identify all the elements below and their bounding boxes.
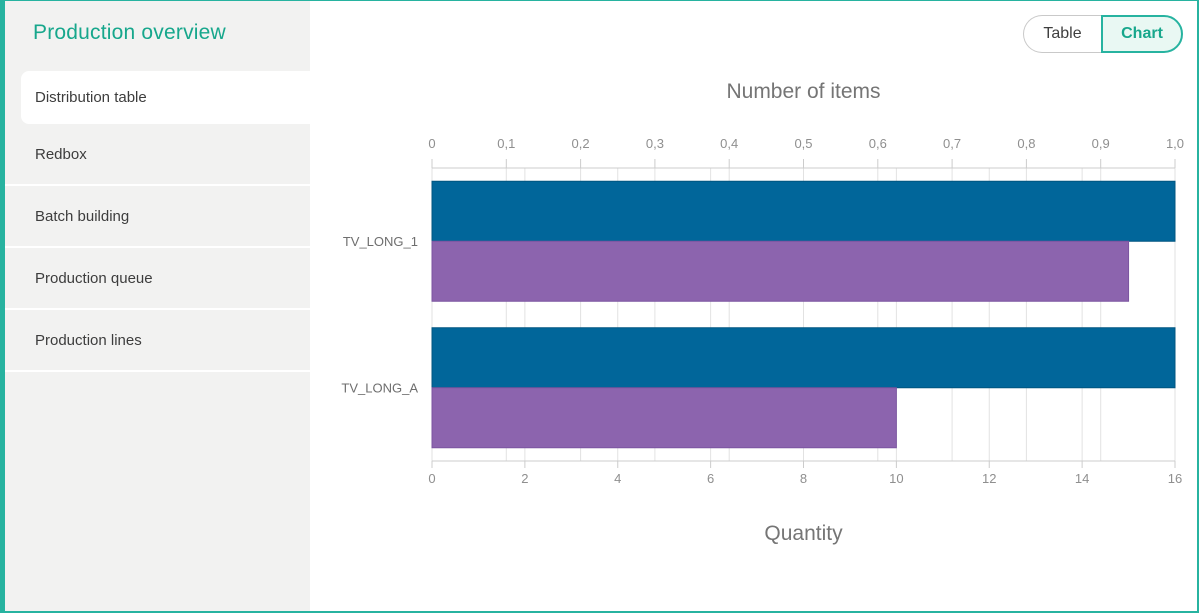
bar-segment-number-of-items[interactable] [431,327,1176,389]
bar-chart: 0 0,1 0,2 0,3 0,4 0,5 0,6 0,7 0,8 0,9 1,0 0 2 4 6 8 10 12… [341,80,1184,545]
bar-segment-quantity[interactable] [431,240,1130,302]
sidebar-item-production-lines[interactable]: Production lines [5,310,310,372]
top-axis-tick-label: 0,6 [869,136,887,151]
top-axis-tick-label: 0,1 [497,136,515,151]
bottom-axis-tick-label: 16 [1168,471,1182,486]
sidebar-item-distribution-table[interactable]: Distribution table [21,71,310,124]
sidebar-item-production-queue[interactable]: Production queue [5,248,310,310]
top-axis-tick-label: 0 [428,136,435,151]
table-view-button[interactable]: Table [1023,15,1101,53]
top-axis-tick-label: 0,8 [1017,136,1035,151]
bottom-axis-tick-label: 12 [982,471,996,486]
sidebar-item-label: Redbox [35,145,87,163]
top-axis-tick-label: 0,5 [794,136,812,151]
top-axis-tick-label: 0,2 [572,136,590,151]
page-title: Production overview [33,21,226,44]
sidebar-item-label: Batch building [35,207,130,225]
sidebar-item-label: Production lines [35,331,142,349]
sidebar-item-label: Distribution table [35,89,147,106]
chart-view-button[interactable]: Chart [1101,15,1183,53]
bottom-axis-tick-label: 8 [800,471,807,486]
chart-title: Number of items [726,80,880,103]
bottom-axis-title: Quantity [764,522,843,545]
bottom-axis-tick-label: 10 [889,471,903,486]
category-label: TV_LONG_1 [343,234,418,249]
category-label: TV_LONG_A [341,380,418,395]
bottom-axis-tick-label: 14 [1075,471,1089,486]
bar-segment-quantity[interactable] [431,387,897,449]
view-toggle: Table Chart [1023,15,1183,53]
sidebar: Production overview Distribution table R… [5,1,310,611]
sidebar-item-redbox[interactable]: Redbox [5,124,310,186]
top-axis-tick-label: 0,4 [720,136,738,151]
bottom-axis-tick-label: 2 [521,471,528,486]
sidebar-nav: Distribution table Redbox Batch building… [5,71,310,372]
sidebar-item-label: Production queue [35,269,153,287]
bottom-axis-tick-label: 4 [614,471,621,486]
top-axis-tick-label: 0,9 [1092,136,1110,151]
bottom-axis-tick-label: 0 [428,471,435,486]
top-axis-tick-label: 0,3 [646,136,664,151]
top-axis-tick-label: 1,0 [1166,136,1184,151]
main-content: 0 0,1 0,2 0,3 0,4 0,5 0,6 0,7 0,8 0,9 1,0 0 2 4 6 8 10 12… [310,1,1197,611]
top-axis-tick-label: 0,7 [943,136,961,151]
bottom-axis-tick-label: 6 [707,471,714,486]
bar-segment-number-of-items[interactable] [431,180,1176,242]
sidebar-item-batch-building[interactable]: Batch building [5,186,310,248]
